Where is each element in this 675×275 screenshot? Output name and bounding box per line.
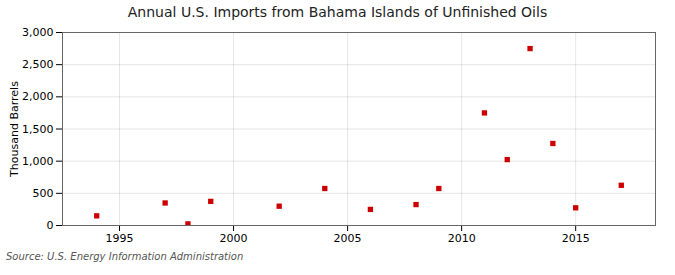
svg-text:Thousand Barrels: Thousand Barrels bbox=[8, 81, 21, 178]
svg-text:2000: 2000 bbox=[220, 232, 248, 245]
svg-text:2015: 2015 bbox=[562, 232, 590, 245]
svg-text:3,000: 3,000 bbox=[22, 26, 54, 39]
svg-text:0: 0 bbox=[47, 219, 54, 232]
svg-text:2,000: 2,000 bbox=[22, 90, 54, 103]
html-text:Source: U.S. Energy Informatio: Source: U.S. Energy Information Administ… bbox=[6, 251, 244, 262]
html-text:Annual U.S. Imports from Baham: Annual U.S. Imports from Bahama Islands … bbox=[127, 4, 548, 20]
svg-text:500: 500 bbox=[33, 187, 54, 200]
svg-text:2,500: 2,500 bbox=[22, 58, 54, 71]
svg-text:2010: 2010 bbox=[448, 232, 476, 245]
svg-text:2005: 2005 bbox=[334, 232, 362, 245]
svg-text:1995: 1995 bbox=[106, 232, 134, 245]
svg-text:1,000: 1,000 bbox=[22, 155, 54, 168]
svg-text:1,500: 1,500 bbox=[22, 123, 54, 136]
